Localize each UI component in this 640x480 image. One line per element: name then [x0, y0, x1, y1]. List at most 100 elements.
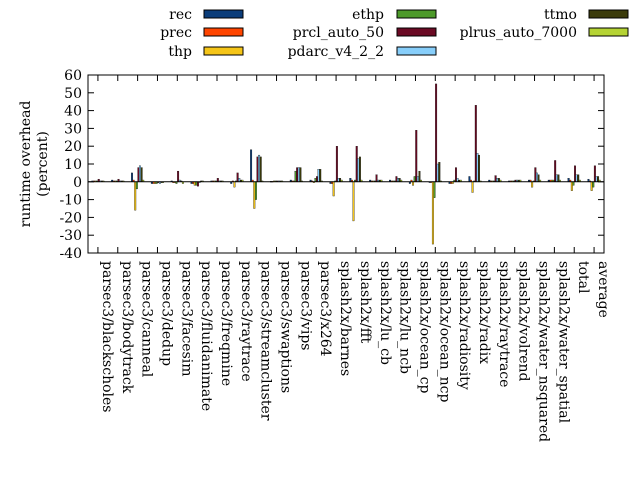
bar-group: [389, 176, 403, 182]
bar-prcl_auto_50: [435, 83, 438, 182]
bar-ttmo: [577, 174, 580, 182]
y-tick-label: 20: [64, 139, 82, 155]
x-tick-label: parsec3/facesim: [178, 261, 194, 377]
y-tick-label: 30: [64, 121, 82, 137]
bar-pdarc_v4_2_2: [238, 178, 241, 182]
bar-group: [131, 165, 145, 211]
x-tick-label: total: [575, 261, 591, 294]
bar-pdarc_v4_2_2: [575, 174, 578, 182]
x-tick-label: parsec3/raytrace: [238, 261, 254, 382]
x-tick-label: splash2x/lu_cb: [377, 261, 393, 365]
x-tick-label: splash2x/lu_ncb: [397, 261, 413, 374]
bar-thp: [352, 181, 355, 222]
bar-ethp: [572, 181, 575, 186]
bar-ttmo: [557, 174, 560, 182]
bar-group: [329, 146, 343, 197]
bar-ttmo: [259, 156, 262, 182]
bar-prcl_auto_50: [296, 167, 299, 182]
legend-swatch: [396, 9, 437, 19]
bar-prcl_auto_50: [236, 172, 239, 182]
y-tick-label: -10: [59, 193, 82, 209]
x-tick-label: parsec3/blackscholes: [99, 261, 115, 412]
legend-item: rec: [169, 7, 244, 23]
bar-group: [527, 167, 542, 188]
bar-pdarc_v4_2_2: [357, 158, 360, 182]
bar-thp: [134, 181, 137, 211]
bar-pdarc_v4_2_2: [476, 153, 479, 182]
bar-ttmo: [497, 178, 500, 182]
x-tick-label: parsec3/dedup: [158, 261, 174, 366]
legend-item: prec: [160, 25, 244, 41]
bar-group: [587, 165, 601, 191]
x-tick-label: splash2x/volrend: [516, 261, 532, 382]
bar-thp: [412, 181, 415, 186]
bar-prcl_auto_50: [216, 178, 219, 182]
legend-item: thp: [168, 44, 244, 60]
bar-prcl_auto_50: [534, 167, 537, 182]
bar-pdarc_v4_2_2: [397, 178, 399, 182]
bar-group: [369, 174, 383, 182]
y-axis-label: runtime overhead(percent): [18, 101, 51, 228]
x-tick-label: parsec3/x264: [317, 261, 333, 357]
bar-prcl_auto_50: [593, 165, 596, 182]
legend-label: ttmo: [544, 7, 577, 23]
bar-ethp: [195, 181, 198, 186]
legend-label: rec: [169, 7, 192, 23]
y-tick-label: 10: [64, 157, 82, 173]
bar-pdarc_v4_2_2: [317, 169, 320, 182]
legend-item: ttmo: [544, 7, 629, 23]
legend-swatch: [203, 9, 244, 19]
x-tick-label: parsec3/freqmine: [218, 261, 234, 386]
bar-thp: [193, 181, 196, 186]
bar-prcl_auto_50: [197, 181, 199, 187]
bar-prcl_auto_50: [554, 160, 557, 182]
bar-ttmo: [299, 167, 302, 182]
bar-ttmo: [418, 170, 421, 182]
x-tick-label: parsec3/swaptions: [278, 261, 294, 393]
bar-ethp: [433, 181, 436, 198]
x-tick-label: parsec3/streamcluster: [258, 261, 274, 421]
legend-item: prcl_auto_50: [293, 25, 437, 41]
x-tick-label: parsec3/canneal: [139, 261, 155, 378]
bar-prcl_auto_50: [355, 146, 358, 182]
bar-group: [309, 169, 323, 183]
x-tick-label: splash2x/radix: [476, 261, 492, 364]
bar-ttmo: [319, 169, 322, 182]
bar-ttmo: [537, 174, 540, 182]
bar-group: [567, 165, 581, 191]
legend-swatch: [203, 27, 244, 37]
bar-group: [547, 160, 561, 182]
bar-ethp: [254, 181, 257, 200]
bar-ttmo: [597, 176, 600, 182]
bar-group: [210, 178, 224, 182]
y-axis-label-line: (percent): [35, 131, 51, 197]
legend-label: ethp: [352, 7, 384, 23]
bar-pdarc_v4_2_2: [139, 165, 141, 182]
legend-label: pdarc_v4_2_2: [288, 44, 384, 60]
y-tick-label: 50: [64, 86, 82, 102]
x-tick-label: parsec3/vips: [297, 261, 313, 350]
bar-prcl_auto_50: [395, 176, 398, 182]
bar-prcl_auto_50: [415, 130, 418, 182]
legend-label: prcl_auto_50: [293, 25, 384, 41]
bar-group: [250, 149, 264, 209]
bar-group: [428, 83, 442, 245]
bar-group: [488, 175, 502, 182]
bar-pdarc_v4_2_2: [496, 178, 499, 182]
bar-thp: [471, 181, 474, 193]
bar-thp: [332, 181, 335, 197]
x-tick-label: average: [595, 261, 611, 318]
bar-ttmo: [339, 178, 342, 182]
bar-thp: [253, 181, 256, 209]
x-tick-label: splash2x/ocean_ncp: [436, 261, 452, 402]
x-tick-label: splash2x/water_spatial: [555, 261, 571, 424]
bar-rec: [250, 149, 253, 182]
legend-label: prec: [160, 25, 192, 41]
legend-item: pdarc_v4_2_2: [288, 44, 437, 60]
bar-ttmo: [358, 156, 361, 182]
bar-group: [289, 167, 303, 182]
bar-pdarc_v4_2_2: [436, 163, 439, 182]
bar-thp: [531, 181, 534, 188]
y-tick-label: 60: [64, 68, 82, 84]
